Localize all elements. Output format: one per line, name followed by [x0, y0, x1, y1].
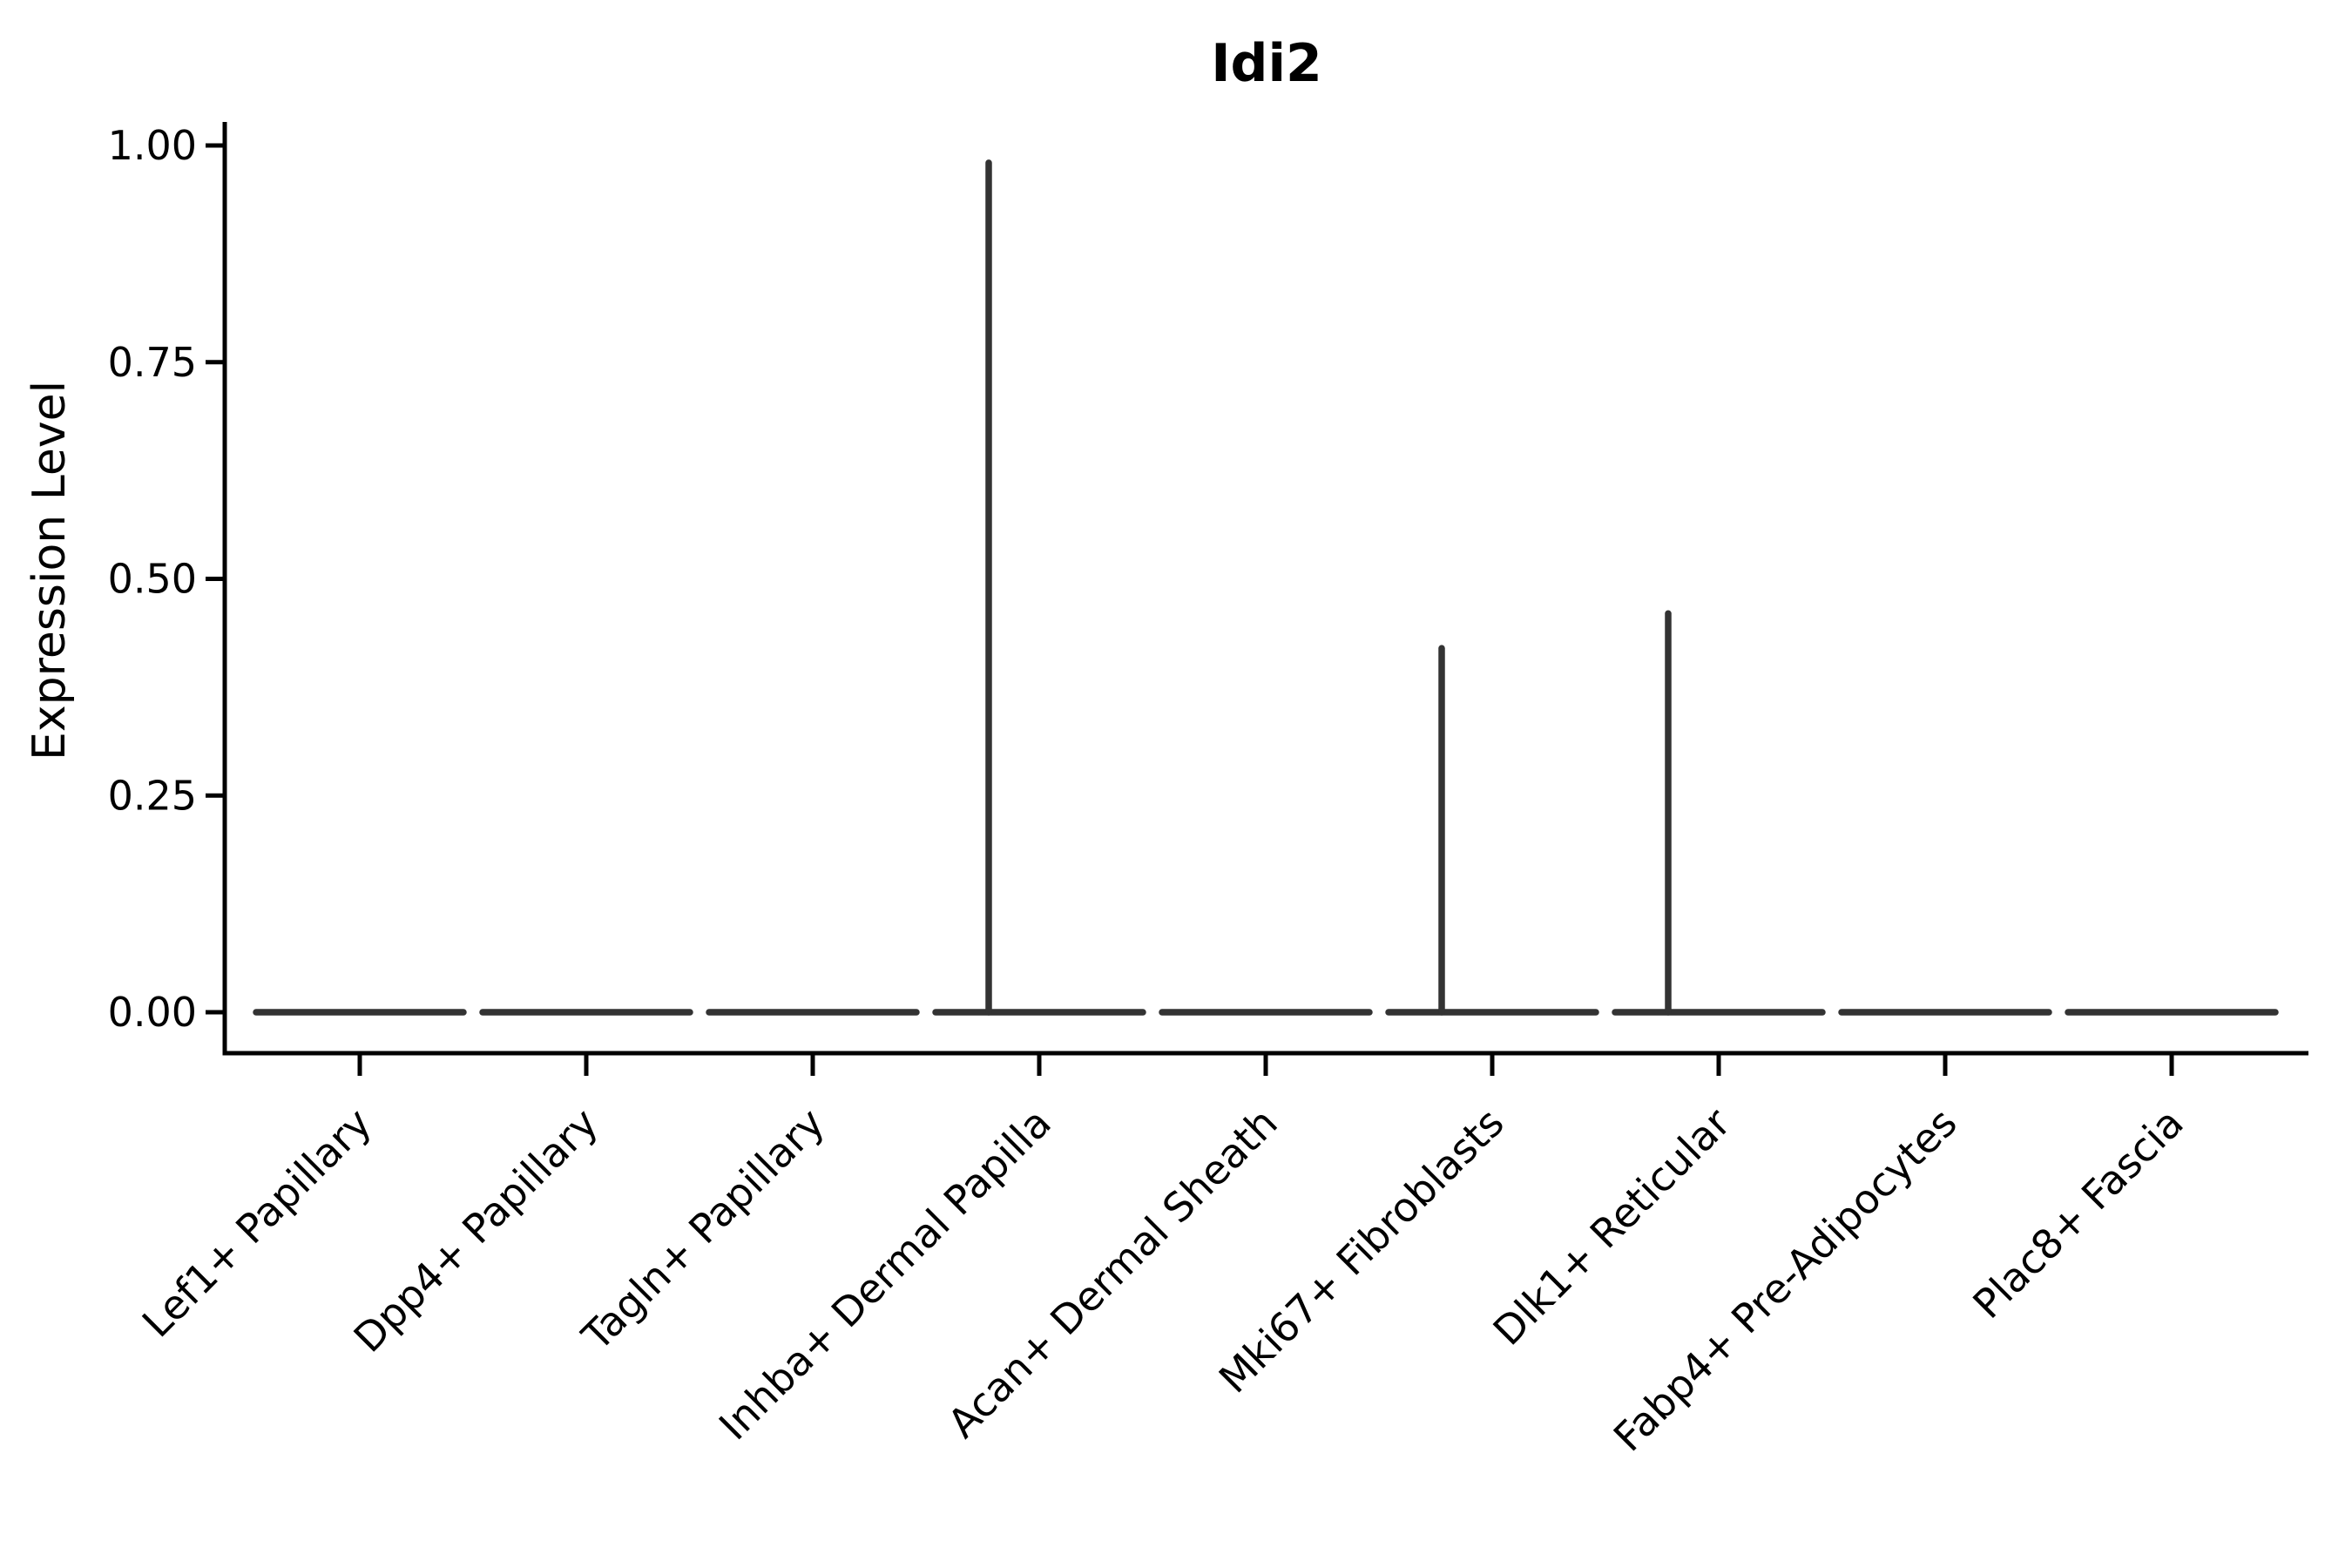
- y-tick-label: 0.25: [108, 772, 197, 819]
- x-tick-label-dpp4-papillary: Dpp4+ Papillary: [345, 1099, 607, 1362]
- y-axis-label: Expression Level: [24, 381, 76, 760]
- violin-mki67-fibroblasts: [1385, 645, 1599, 1016]
- y-tick-label: 0.00: [108, 989, 197, 1036]
- x-tick-label-lef1-papillary: Lef1+ Papillary: [133, 1099, 381, 1347]
- axes-layer: 0.00 0.25 0.50 0.75 1.00 Lef1+ PapillaryDpp4+…: [108, 122, 2308, 1461]
- violin-inhba-dermal-papilla: [932, 159, 1146, 1016]
- x-tick-label-plac8-fascia: Plac8+ Fascia: [1963, 1099, 2192, 1328]
- plot-title: Idi2: [1211, 33, 1322, 94]
- y-tick-label: 1.00: [108, 122, 197, 169]
- y-tick-label: 0.50: [108, 556, 197, 603]
- x-tick-label-dlk1-reticular: Dlk1+ Reticular: [1484, 1099, 1740, 1355]
- violin-dlk1-reticular: [1612, 610, 1826, 1016]
- x-tick-label-tagln-papillary: Tagln+ Papillary: [572, 1099, 834, 1361]
- violin-layer: [253, 159, 2279, 1016]
- y-tick-label: 0.75: [108, 339, 197, 386]
